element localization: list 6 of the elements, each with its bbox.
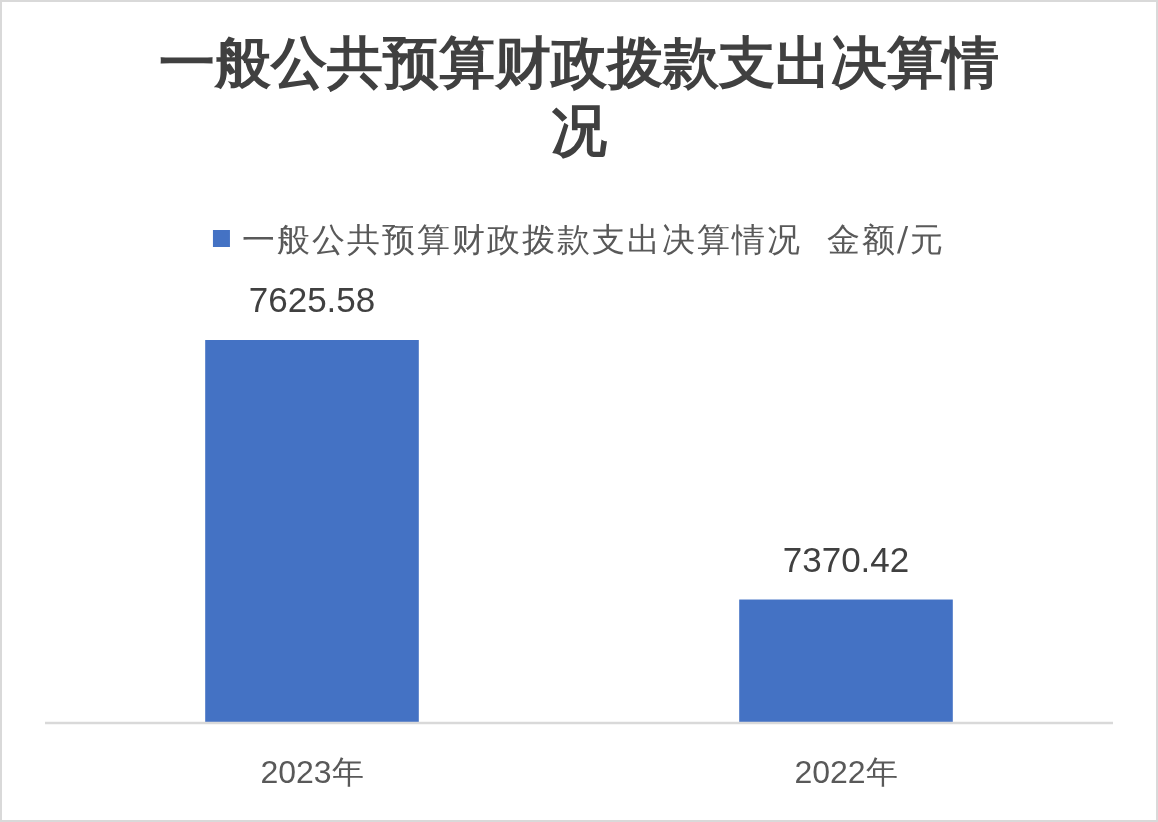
- data-label: 7625.58: [248, 280, 376, 319]
- x-tick-label: 2022年: [794, 754, 898, 790]
- title: 一般公共预算财政拨款支出决算情况: [159, 29, 999, 163]
- legend-label: 一般公共预算财政拨款支出决算情况 金额/元: [241, 220, 946, 259]
- x-tick-label: 2023年: [260, 754, 364, 790]
- data-label: 7370.42: [782, 539, 910, 579]
